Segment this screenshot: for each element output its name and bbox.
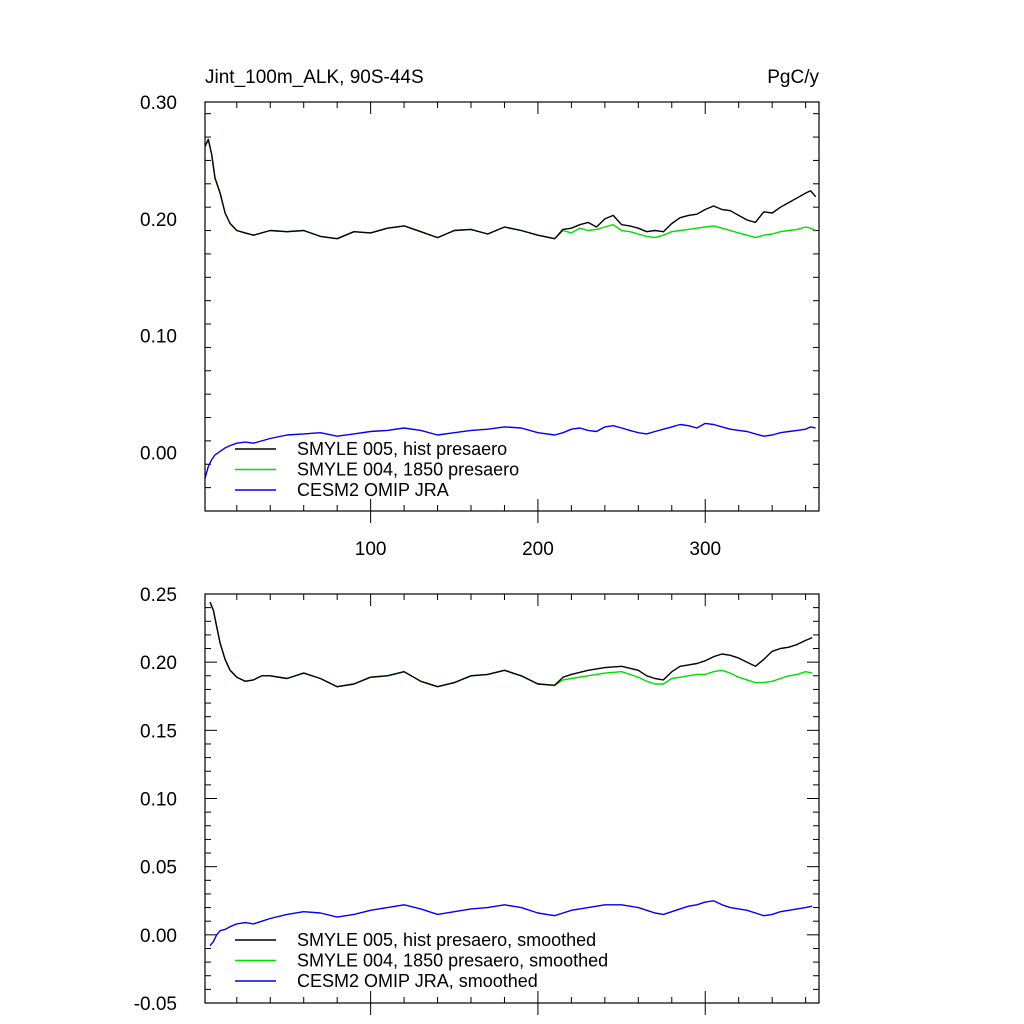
- series-line-smyle-005: [209, 601, 813, 688]
- legend-label: CESM2 OMIP JRA, smoothed: [297, 971, 538, 991]
- bottom-panel: 0.25 0.20 0.15 0.10 0.05 0.00 -0.05 SMYLE 005,…: [134, 585, 820, 1015]
- legend-label: SMYLE 005, hist presaero: [297, 439, 507, 459]
- series-line-smyle-004: [204, 138, 816, 240]
- x-tick-label: 100: [355, 539, 387, 560]
- y-tick-label: 0.10: [140, 790, 177, 811]
- legend-label: SMYLE 004, 1850 presaero, smoothed: [297, 951, 608, 971]
- top-panel-lines: [204, 138, 817, 479]
- bottom-panel-axes: 0.25 0.20 0.15 0.10 0.05 0.00 -0.05: [134, 585, 819, 1015]
- y-tick-label: 0.10: [140, 327, 177, 348]
- x-tick-label: 200: [522, 539, 554, 560]
- y-tick-label: 0.15: [140, 721, 177, 742]
- top-panel-title: Jint_100m_ALK, 90S-44S: [205, 67, 424, 88]
- bottom-panel-frame: [204, 593, 820, 1004]
- top-panel-axes: 0.30 0.20 0.10 0.00 100 200 300: [140, 93, 819, 560]
- y-tick-label: 0.00: [140, 444, 177, 465]
- series-line-cesm2-omip: [204, 422, 816, 479]
- y-tick-label: 0.25: [140, 585, 177, 606]
- y-tick-label: 0.05: [140, 858, 177, 879]
- legend-label: CESM2 OMIP JRA: [297, 480, 449, 500]
- top-panel-units: PgC/y: [767, 67, 819, 88]
- top-panel: Jint_100m_ALK, 90S-44S PgC/y 0.30 0.20 0.1…: [140, 67, 820, 560]
- y-tick-label: 0.20: [140, 210, 177, 231]
- series-line-smyle-005: [204, 138, 817, 240]
- legend-label: SMYLE 004, 1850 presaero: [297, 460, 519, 480]
- y-tick-label: 0.00: [140, 926, 177, 947]
- legend-label: SMYLE 005, hist presaero, smoothed: [297, 930, 596, 950]
- series-line-cesm2-omip: [209, 900, 813, 947]
- bottom-panel-lines: [209, 601, 813, 947]
- x-tick-label: 300: [689, 539, 721, 560]
- top-panel-frame: [204, 101, 820, 512]
- y-tick-label: -0.05: [134, 994, 177, 1015]
- y-tick-label: 0.20: [140, 653, 177, 674]
- bottom-panel-legend: SMYLE 005, hist presaero, smoothedSMYLE …: [235, 930, 608, 991]
- y-tick-label: 0.30: [140, 93, 177, 114]
